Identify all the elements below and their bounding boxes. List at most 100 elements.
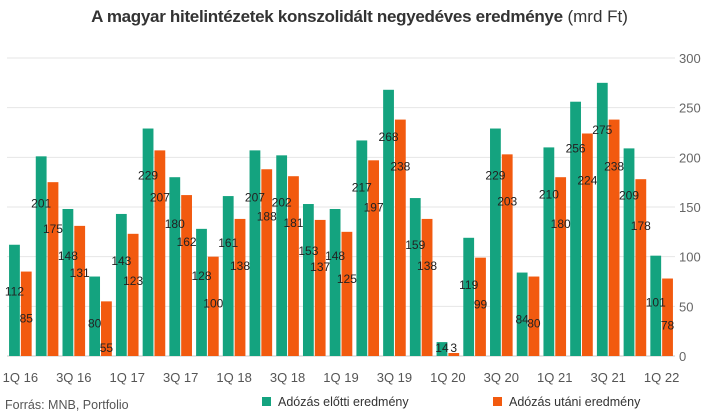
bar-pretax <box>490 128 501 356</box>
bar-pretax <box>463 237 475 356</box>
bar-pretax <box>115 213 127 356</box>
data-label-pretax: 275 <box>592 123 612 137</box>
bar-pretax <box>409 198 421 356</box>
data-label-pretax: 119 <box>459 278 478 292</box>
bar-pretax <box>356 140 368 356</box>
y-tick-label: 250 <box>679 101 701 116</box>
bar-aftertax <box>608 119 620 356</box>
data-label-pretax: 202 <box>272 195 292 209</box>
data-label-pretax: 229 <box>485 169 505 183</box>
data-label-pretax: 153 <box>298 244 318 258</box>
y-tick-label: 200 <box>679 150 701 165</box>
x-tick-label: 3Q 18 <box>270 370 305 385</box>
bar-aftertax <box>261 169 273 356</box>
data-label-aftertax: 197 <box>364 200 384 214</box>
bar-pretax <box>142 128 154 356</box>
data-label-pretax: 217 <box>352 180 372 194</box>
bar-pretax <box>9 244 20 356</box>
bar-pretax <box>169 177 181 356</box>
bar-pretax <box>436 342 448 356</box>
data-label-aftertax: 55 <box>100 341 114 355</box>
legend-label-aftertax: Adózás utáni eredmény <box>509 395 641 409</box>
data-label-aftertax: 178 <box>631 219 651 233</box>
data-label-aftertax: 180 <box>551 217 571 231</box>
x-tick-label: 1Q 18 <box>216 370 251 385</box>
data-label-pretax: 14 <box>435 341 449 355</box>
bar-aftertax <box>207 256 219 356</box>
bar-aftertax <box>368 160 380 356</box>
chart-title-text: A magyar hitelintézetek konszolidált neg… <box>91 7 563 26</box>
bar-pretax <box>302 204 314 356</box>
bar-aftertax <box>101 301 112 356</box>
data-label-pretax: 210 <box>539 187 559 201</box>
bar-pretax <box>35 156 47 356</box>
x-tick-label: 1Q 22 <box>644 370 679 385</box>
bar-aftertax <box>74 225 86 356</box>
bar-pretax <box>249 150 261 356</box>
y-tick-label: 300 <box>679 51 701 66</box>
bar-pretax <box>222 196 234 356</box>
x-tick-label: 1Q 19 <box>323 370 358 385</box>
y-tick-label: 50 <box>679 299 693 314</box>
bar-pretax <box>89 276 101 356</box>
data-label-aftertax: 137 <box>310 260 330 274</box>
data-label-pretax: 229 <box>138 169 158 183</box>
x-tick-label: 1Q 20 <box>430 370 465 385</box>
data-label-aftertax: 138 <box>230 259 250 273</box>
chart-title: A magyar hitelintézetek konszolidált neg… <box>0 7 719 27</box>
bar-pretax <box>650 255 662 356</box>
bar-aftertax <box>635 179 647 356</box>
data-label-aftertax: 3 <box>450 341 457 355</box>
bar-aftertax <box>341 231 353 356</box>
x-tick-label: 3Q 21 <box>590 370 625 385</box>
bar-aftertax <box>448 353 460 356</box>
x-tick-label: 1Q 21 <box>537 370 572 385</box>
y-tick-label: 150 <box>679 200 701 215</box>
data-label-aftertax: 85 <box>20 312 34 326</box>
legend-item-pretax: Adózás előtti eredmény <box>262 395 409 411</box>
bar-pretax <box>329 208 341 356</box>
bar-aftertax <box>234 218 246 356</box>
data-label-aftertax: 188 <box>257 209 277 223</box>
data-label-aftertax: 80 <box>527 317 541 331</box>
x-tick-label: 1Q 16 <box>3 370 38 385</box>
data-label-pretax: 207 <box>245 190 265 204</box>
data-label-aftertax: 162 <box>177 235 197 249</box>
data-label-pretax: 112 <box>5 285 24 299</box>
legend-item-aftertax: Adózás utáni eredmény <box>493 395 640 411</box>
y-tick-label: 100 <box>679 250 701 265</box>
bar-pretax <box>623 148 635 356</box>
data-label-aftertax: 99 <box>474 298 488 312</box>
bar-aftertax <box>555 177 567 356</box>
legend-swatch-pretax <box>262 397 271 407</box>
bar-aftertax <box>528 276 540 356</box>
bar-pretax <box>196 228 207 356</box>
data-label-pretax: 180 <box>165 217 185 231</box>
data-label-pretax: 143 <box>111 254 131 268</box>
bar-aftertax <box>181 195 192 356</box>
bar-pretax <box>570 101 581 356</box>
data-label-pretax: 128 <box>191 269 211 283</box>
bar-aftertax <box>314 219 326 356</box>
bar-pretax <box>276 155 288 356</box>
data-label-pretax: 159 <box>405 238 425 252</box>
data-label-pretax: 256 <box>566 142 586 156</box>
data-label-aftertax: 175 <box>43 222 63 236</box>
bar-aftertax <box>475 257 486 356</box>
data-label-aftertax: 238 <box>604 160 624 174</box>
bar-aftertax <box>288 176 299 356</box>
legend-swatch-aftertax <box>493 397 502 407</box>
x-tick-label: 1Q 17 <box>110 370 145 385</box>
bar-pretax <box>383 89 394 356</box>
data-label-aftertax: 125 <box>337 272 357 286</box>
bar-aftertax <box>20 271 32 356</box>
data-label-pretax: 148 <box>325 249 345 263</box>
y-tick-label: 0 <box>679 349 686 364</box>
data-label-aftertax: 131 <box>70 266 90 280</box>
data-label-aftertax: 78 <box>661 319 675 333</box>
data-label-pretax: 80 <box>88 317 102 331</box>
data-label-aftertax: 203 <box>497 194 517 208</box>
data-label-pretax: 161 <box>218 236 238 250</box>
